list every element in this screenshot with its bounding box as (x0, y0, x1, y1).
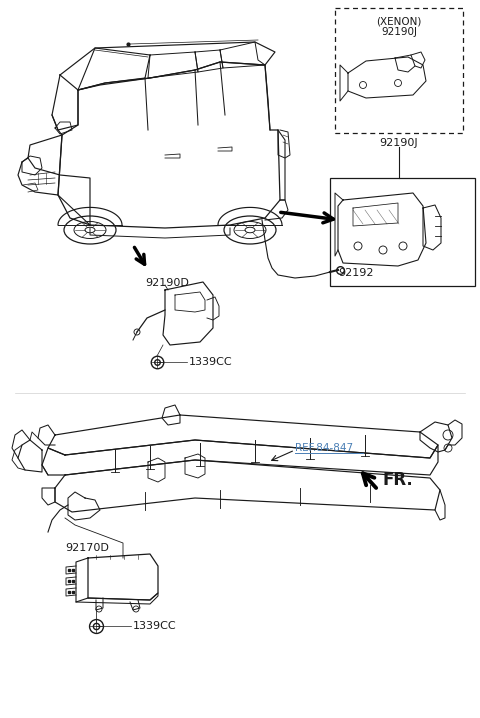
Bar (335, 8, 463, 133)
Text: 1339CC: 1339CC (133, 621, 177, 631)
Text: REF.84-847: REF.84-847 (295, 443, 353, 453)
Text: FR.: FR. (382, 471, 413, 489)
Text: (XENON): (XENON) (376, 16, 422, 26)
Text: 92170D: 92170D (65, 543, 109, 553)
Text: 1339CC: 1339CC (189, 357, 233, 367)
Text: 92190J: 92190J (381, 27, 417, 37)
Text: 92190J: 92190J (380, 138, 418, 148)
Text: 92190D: 92190D (145, 278, 189, 288)
Text: 92192: 92192 (338, 268, 373, 278)
Bar (330, 178, 475, 286)
